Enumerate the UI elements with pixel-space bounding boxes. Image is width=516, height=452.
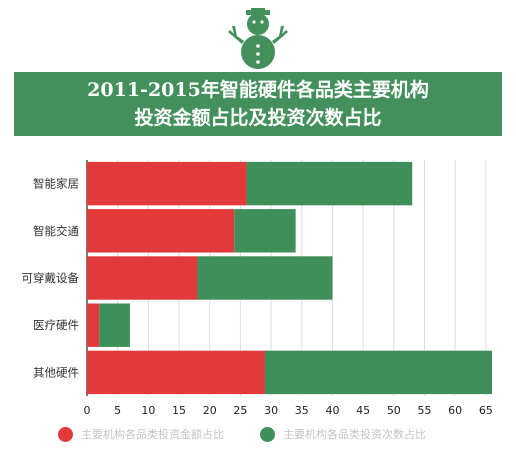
bar-segment	[99, 303, 130, 347]
bar-segment	[197, 256, 333, 300]
x-tick-label: 40	[325, 404, 339, 417]
bar-segment	[87, 256, 198, 300]
legend-item-count: 主要机构各品类投资次数占比	[260, 424, 426, 444]
bar-segment	[87, 161, 247, 206]
x-tick-label: 10	[141, 404, 155, 417]
bar-segment	[234, 209, 296, 253]
category-label: 智能家居	[33, 177, 79, 191]
x-tick-label: 55	[418, 404, 432, 417]
x-tick-label: 35	[295, 404, 309, 417]
legend-label-amount: 主要机构各品类投资金额占比	[81, 428, 224, 441]
x-tick-label: 25	[233, 404, 247, 417]
category-label: 医疗硬件	[33, 318, 79, 332]
x-tick-label: 50	[387, 404, 401, 417]
bar-segment	[87, 209, 235, 253]
legend-label-count: 主要机构各品类投资次数占比	[283, 428, 426, 441]
bar-segment	[87, 350, 265, 395]
x-tick-label: 15	[172, 404, 186, 417]
chart-title-line-1: 2011-2015年智能硬件各品类主要机构	[87, 79, 429, 101]
chart-title-line-2: 投资金额占比及投资次数占比	[134, 107, 382, 129]
legend-swatch-count	[260, 426, 275, 442]
x-tick-label: 65	[479, 404, 493, 417]
legend: 主要机构各品类投资金额占比 主要机构各品类投资次数占比	[0, 424, 516, 444]
x-tick-label: 30	[264, 404, 278, 417]
x-tick-label: 0	[84, 404, 91, 417]
category-label: 智能交通	[33, 224, 79, 238]
category-label: 可穿戴设备	[22, 271, 80, 285]
stacked-bar-chart: 0 5 10 15 20 25 30 35 40 45 50 55 60 65 智能家居智能交通可穿戴设备医…	[22, 160, 493, 417]
legend-item-amount: 主要机构各品类投资金额占比	[58, 424, 224, 444]
x-tick-label: 45	[356, 404, 370, 417]
bar-segment	[264, 350, 492, 395]
legend-swatch-amount	[58, 426, 73, 442]
title-banner: 2011-2015年智能硬件各品类主要机构 投资金额占比及投资次数占比	[14, 72, 502, 136]
snowman-icon	[228, 8, 288, 69]
x-tick-label: 20	[203, 404, 217, 417]
x-tick-label: 60	[448, 404, 462, 417]
bar-segment	[246, 161, 413, 206]
category-label: 其他硬件	[33, 365, 79, 379]
bar-segment	[87, 303, 100, 347]
x-tick-label: 5	[114, 404, 121, 417]
